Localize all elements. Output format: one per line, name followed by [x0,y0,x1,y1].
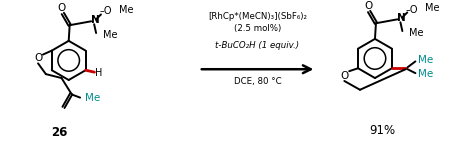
Text: 91%: 91% [369,124,395,137]
Text: N: N [91,15,100,25]
Text: 26: 26 [51,126,67,139]
Text: Me: Me [425,3,439,13]
Text: Me: Me [85,93,100,103]
Text: Me: Me [103,30,118,40]
Text: Me: Me [118,5,133,15]
Text: O: O [364,1,372,11]
Text: Me: Me [409,28,424,38]
Text: (2.5 mol%): (2.5 mol%) [234,24,281,33]
Text: O: O [340,71,348,81]
Text: N: N [397,13,406,23]
Text: DCE, 80 °C: DCE, 80 °C [234,77,282,86]
Text: –O: –O [100,6,112,16]
Text: Me: Me [419,69,434,79]
Text: Me: Me [419,55,434,65]
Text: H: H [95,68,102,78]
Text: t-BuCO₂H (1 equiv.): t-BuCO₂H (1 equiv.) [216,41,300,50]
Text: [RhCp*(MeCN)₃](SbF₆)₂: [RhCp*(MeCN)₃](SbF₆)₂ [208,12,307,21]
Text: –O: –O [406,5,419,15]
Text: O: O [58,3,66,13]
Text: O: O [34,53,42,63]
